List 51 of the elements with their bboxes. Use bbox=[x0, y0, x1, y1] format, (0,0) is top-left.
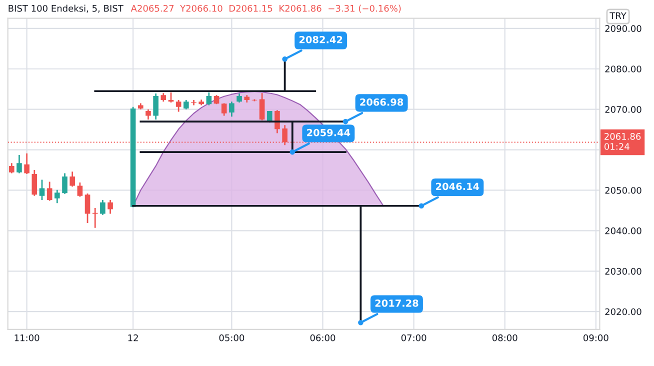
x-tick-label: 08:00 bbox=[492, 334, 518, 342]
y-tick-label: 2030.00 bbox=[605, 268, 642, 275]
candlestick bbox=[108, 199, 113, 214]
candlestick bbox=[8, 162, 14, 174]
y-tick-label: 2090.00 bbox=[605, 25, 642, 32]
chart-title: BIST 100 Endeksi, 5, BIST bbox=[8, 4, 124, 13]
data-label: 2059.44 bbox=[307, 128, 350, 136]
candlestick bbox=[62, 172, 68, 195]
candlestick bbox=[84, 192, 90, 224]
x-tick-label: 06:00 bbox=[310, 334, 336, 342]
candlestick bbox=[77, 182, 83, 198]
data-label: 2082.42 bbox=[299, 36, 342, 44]
chart-subtitle: A2065.27 Y2066.10 D2061.15 K2061.86 −3.31 (−0.16%) bbox=[130, 4, 401, 13]
candlestick bbox=[24, 152, 30, 175]
x-tick-label: 07:00 bbox=[401, 334, 426, 342]
y-tick-label: 2070.00 bbox=[605, 106, 642, 113]
y-tick-label: 2050.00 bbox=[605, 186, 642, 194]
candlestick bbox=[32, 169, 38, 197]
data-label: 2017.28 bbox=[375, 299, 418, 307]
x-tick-label: 11:00 bbox=[14, 334, 40, 342]
point bbox=[290, 149, 296, 155]
y-tick-label: 2080.00 bbox=[605, 66, 642, 72]
candlestick bbox=[146, 108, 151, 120]
x-tick-label: 09:00 bbox=[584, 334, 608, 342]
point bbox=[358, 320, 364, 326]
candlestick bbox=[46, 181, 52, 202]
data-label: 2046.14 bbox=[436, 182, 480, 190]
x-tick-label: 12 bbox=[128, 334, 138, 342]
candlestick bbox=[221, 102, 227, 116]
x-tick-label: 05:00 bbox=[219, 334, 244, 342]
candlestick bbox=[16, 154, 22, 174]
candlestick bbox=[206, 92, 212, 106]
data-label: 2066.98 bbox=[360, 98, 404, 106]
text: TRY bbox=[610, 12, 626, 19]
candlestick bbox=[70, 170, 75, 188]
point bbox=[418, 203, 424, 209]
point bbox=[282, 56, 288, 62]
candlestick bbox=[274, 109, 280, 134]
candlestick bbox=[229, 100, 234, 118]
y-tick-label: 2040.00 bbox=[605, 227, 642, 234]
candlestick bbox=[259, 92, 265, 121]
candlestick bbox=[191, 99, 196, 106]
candlestick bbox=[100, 199, 106, 216]
candlestick bbox=[176, 99, 182, 112]
point bbox=[342, 118, 348, 124]
candlestick bbox=[153, 92, 158, 120]
y-tick-label: 2020.00 bbox=[605, 308, 642, 316]
candlestick bbox=[184, 99, 189, 110]
ref-line-label: 2061.86 01:24 bbox=[604, 132, 641, 150]
candlestick bbox=[54, 189, 60, 204]
candlestick bbox=[39, 179, 45, 201]
